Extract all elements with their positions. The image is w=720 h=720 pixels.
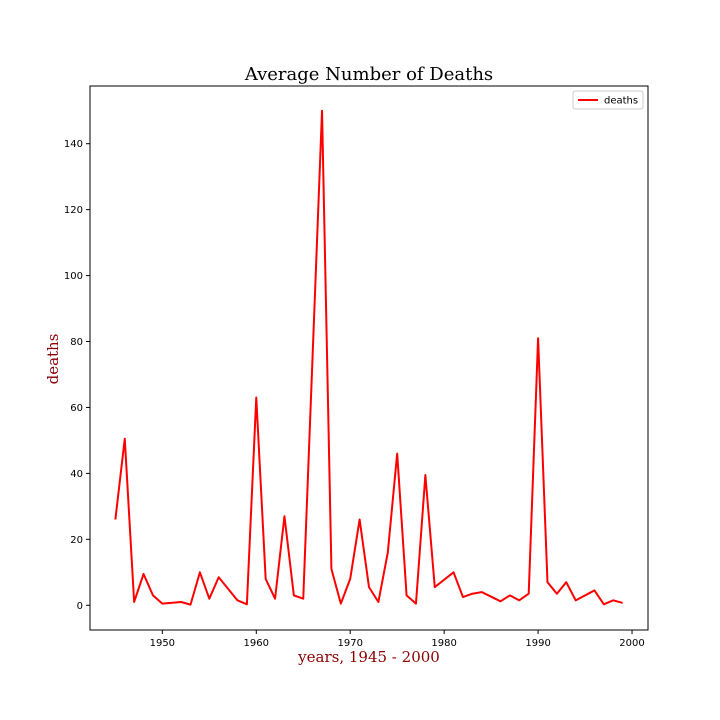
y-tick-label: 140 xyxy=(64,139,83,150)
axes-frame xyxy=(89,85,649,631)
y-tick-label: 60 xyxy=(70,403,83,414)
x-tick-label: 1990 xyxy=(525,638,550,649)
x-tick-label: 2000 xyxy=(619,638,644,649)
legend-label: deaths xyxy=(604,96,638,107)
series-line-deaths xyxy=(114,109,623,606)
y-axis-label: deaths xyxy=(44,334,62,385)
x-tick-label: 1980 xyxy=(431,638,456,649)
plot-area: 1950 1960 1970 1980 1990 2000 0 20 40 60 80 100 120 1… xyxy=(64,85,649,649)
y-tick-label: 0 xyxy=(77,601,83,612)
y-tick-label: 80 xyxy=(70,337,83,348)
legend: deaths xyxy=(572,90,644,110)
y-tick-label: 100 xyxy=(64,271,83,282)
x-tick-label: 1960 xyxy=(244,638,269,649)
legend-box xyxy=(572,90,644,110)
chart-title: Average Number of Deaths xyxy=(244,64,493,85)
x-tick-label: 1970 xyxy=(337,638,362,649)
y-tick-label: 120 xyxy=(64,205,83,216)
y-tick-label: 40 xyxy=(70,469,83,480)
y-tick-label: 20 xyxy=(70,535,83,546)
x-tick-label: 1950 xyxy=(150,638,175,649)
x-axis-label: years, 1945 - 2000 xyxy=(297,648,440,666)
